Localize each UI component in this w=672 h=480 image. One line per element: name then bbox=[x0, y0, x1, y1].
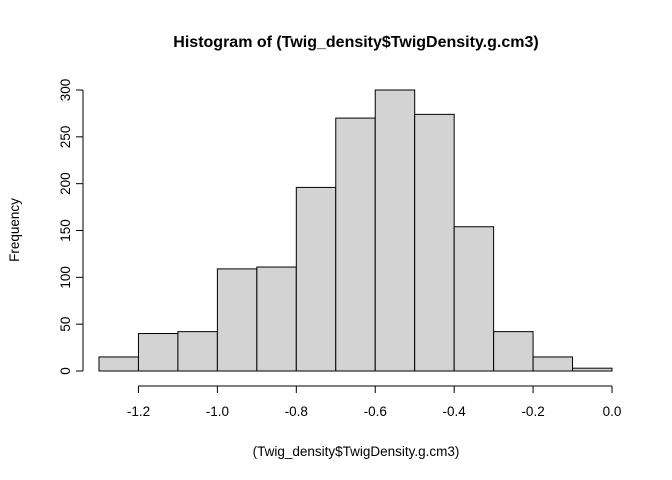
y-tick-label-2: 100 bbox=[58, 266, 73, 289]
histogram-bar-0 bbox=[98, 356, 139, 372]
x-axis-label: (Twig_density$TwigDensity.g.cm3) bbox=[253, 444, 460, 459]
histogram-bar-3 bbox=[216, 268, 258, 372]
histogram-bar-7 bbox=[374, 89, 416, 372]
y-tick-label-6: 300 bbox=[58, 79, 73, 102]
x-tick-label-2: -0.8 bbox=[285, 404, 308, 419]
y-tick-label-4: 200 bbox=[58, 172, 73, 195]
y-tick-label-5: 250 bbox=[58, 126, 73, 149]
y-tick-label-0: 0 bbox=[58, 367, 73, 375]
histogram-bar-5 bbox=[295, 186, 337, 372]
chart-title: Histogram of (Twig_density$TwigDensity.g… bbox=[173, 34, 538, 51]
histogram-bar-10 bbox=[493, 331, 534, 372]
y-axis-label: Frequency bbox=[7, 198, 22, 262]
histogram-bar-4 bbox=[256, 266, 297, 372]
histogram-bar-9 bbox=[453, 226, 495, 372]
histogram-bar-1 bbox=[137, 333, 179, 372]
x-tick-label-4: -0.4 bbox=[443, 404, 467, 419]
x-tick-label-6: 0.0 bbox=[603, 404, 622, 419]
histogram-bar-11 bbox=[532, 356, 574, 372]
histogram-bar-8 bbox=[414, 113, 455, 372]
x-tick-label-0: -1.2 bbox=[127, 404, 150, 419]
y-tick-label-3: 150 bbox=[58, 219, 73, 242]
x-axis: -1.2 -1.0 -0.8 -0.6 -0.4 -0.2 0.0 bbox=[127, 385, 622, 419]
x-tick-label-1: -1.0 bbox=[206, 404, 229, 419]
x-tick-label-3: -0.6 bbox=[364, 404, 387, 419]
histogram-bar-12 bbox=[572, 367, 613, 372]
bars-group bbox=[98, 89, 613, 372]
histogram-bar-2 bbox=[177, 331, 218, 372]
x-tick-label-5: -0.2 bbox=[521, 404, 544, 419]
y-tick-label-1: 50 bbox=[58, 317, 73, 332]
y-axis: 0 50 100 150 200 250 300 bbox=[58, 79, 84, 375]
histogram-bar-6 bbox=[335, 117, 376, 372]
